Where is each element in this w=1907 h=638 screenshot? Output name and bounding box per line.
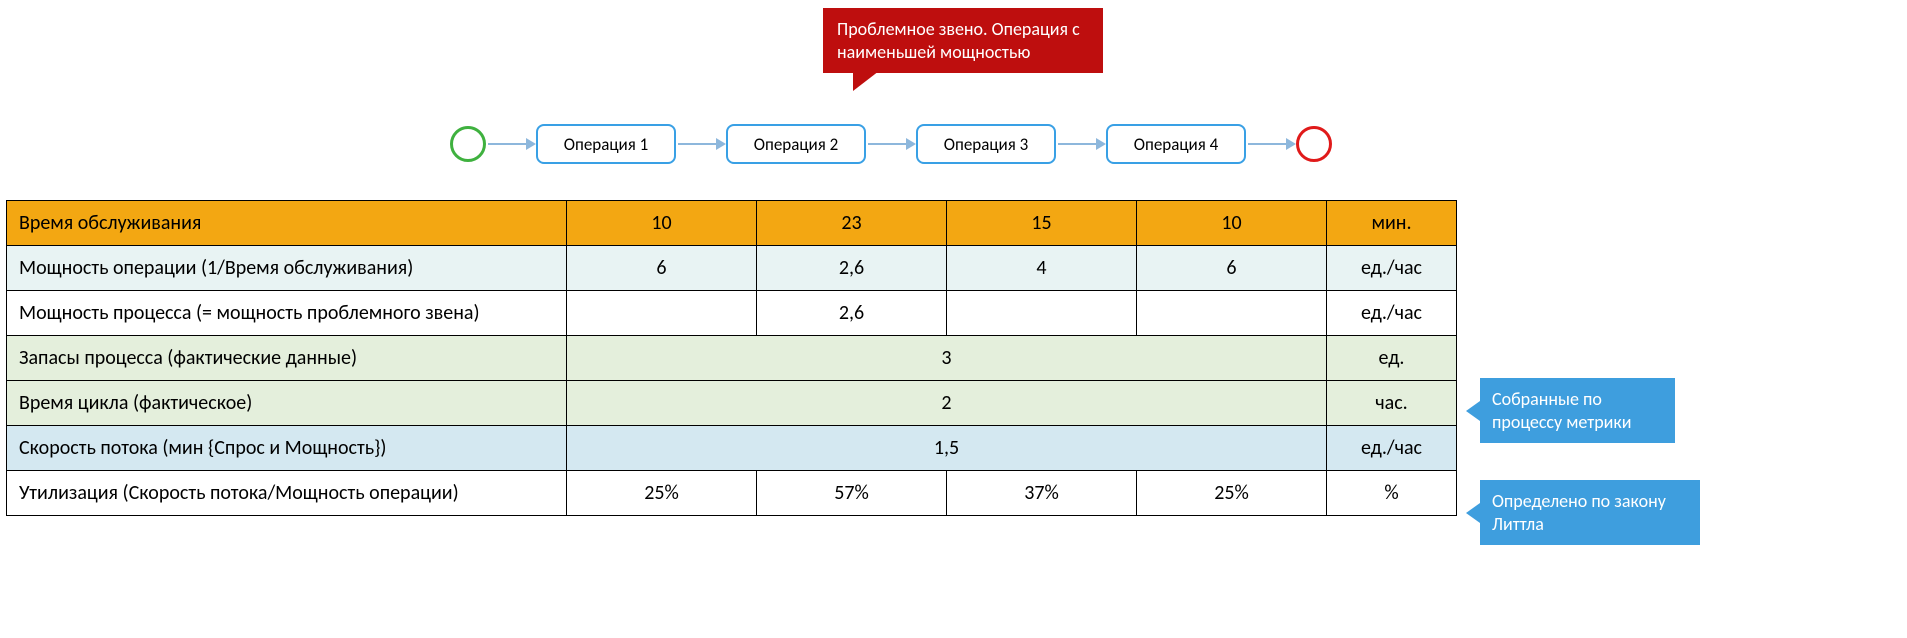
row-merged-value: 1,5 (567, 426, 1327, 471)
flow-node-label: Операция 4 (1134, 134, 1219, 155)
row-value: 2,6 (757, 291, 947, 336)
side-note: Собранные по процессу метрики (1480, 378, 1675, 443)
row-value (1137, 291, 1327, 336)
row-unit: ед./час (1327, 291, 1457, 336)
row-label: Утилизация (Скорость потока/Мощность опе… (7, 471, 567, 516)
flow-end-icon (1296, 126, 1332, 162)
row-value: 2,6 (757, 246, 947, 291)
flow-arrow-icon (1246, 134, 1296, 154)
row-value: 6 (1137, 246, 1327, 291)
flow-arrow-icon (1056, 134, 1106, 154)
table-row: Время цикла (фактическое)2час. (7, 381, 1457, 426)
table-row: Скорость потока (мин {Спрос и Мощность})… (7, 426, 1457, 471)
row-merged-value: 3 (567, 336, 1327, 381)
side-note: Определено по закону Литтла (1480, 480, 1700, 545)
flow-node: Операция 1 (536, 124, 676, 164)
table-row: Утилизация (Скорость потока/Мощность опе… (7, 471, 1457, 516)
row-value: 10 (1137, 201, 1327, 246)
flow-arrow-icon (866, 134, 916, 154)
bottleneck-callout: Проблемное звено. Операция с наименьшей … (823, 8, 1103, 73)
flow-node-label: Операция 2 (754, 134, 839, 155)
table-row: Мощность операции (1/Время обслуживания)… (7, 246, 1457, 291)
flow-node: Операция 2 (726, 124, 866, 164)
flow-node: Операция 3 (916, 124, 1056, 164)
row-label: Время обслуживания (7, 201, 567, 246)
row-unit: ед. (1327, 336, 1457, 381)
table-row: Мощность процесса (= мощность проблемног… (7, 291, 1457, 336)
flow-node-label: Операция 3 (944, 134, 1029, 155)
canvas: Проблемное звено. Операция с наименьшей … (0, 0, 1907, 638)
side-note-text: Определено по закону Литтла (1492, 490, 1666, 535)
row-value: 4 (947, 246, 1137, 291)
row-value: 6 (567, 246, 757, 291)
row-unit: ед./час (1327, 246, 1457, 291)
flow-node: Операция 4 (1106, 124, 1246, 164)
row-unit: час. (1327, 381, 1457, 426)
row-label: Мощность процесса (= мощность проблемног… (7, 291, 567, 336)
side-note-text: Собранные по процессу метрики (1492, 388, 1632, 433)
row-value (947, 291, 1137, 336)
row-unit: % (1327, 471, 1457, 516)
row-label: Запасы процесса (фактические данные) (7, 336, 567, 381)
row-value: 15 (947, 201, 1137, 246)
row-label: Мощность операции (1/Время обслуживания) (7, 246, 567, 291)
metrics-table: Время обслуживания10231510мин.Мощность о… (6, 200, 1457, 516)
row-unit: мин. (1327, 201, 1457, 246)
row-value: 25% (1137, 471, 1327, 516)
flow-node-label: Операция 1 (564, 134, 649, 155)
row-label: Время цикла (фактическое) (7, 381, 567, 426)
row-value (567, 291, 757, 336)
table-row: Запасы процесса (фактические данные)3ед. (7, 336, 1457, 381)
row-value: 10 (567, 201, 757, 246)
row-merged-value: 2 (567, 381, 1327, 426)
flow-arrow-icon (486, 134, 536, 154)
row-label: Скорость потока (мин {Спрос и Мощность}) (7, 426, 567, 471)
row-value: 25% (567, 471, 757, 516)
flow-arrow-icon (676, 134, 726, 154)
table-row: Время обслуживания10231510мин. (7, 201, 1457, 246)
bottleneck-callout-text: Проблемное звено. Операция с наименьшей … (837, 18, 1080, 63)
row-value: 37% (947, 471, 1137, 516)
row-value: 23 (757, 201, 947, 246)
row-value: 57% (757, 471, 947, 516)
row-unit: ед./час (1327, 426, 1457, 471)
process-flow: Операция 1 Операция 2 Операция 3 Операция 4 (450, 124, 1332, 164)
flow-start-icon (450, 126, 486, 162)
